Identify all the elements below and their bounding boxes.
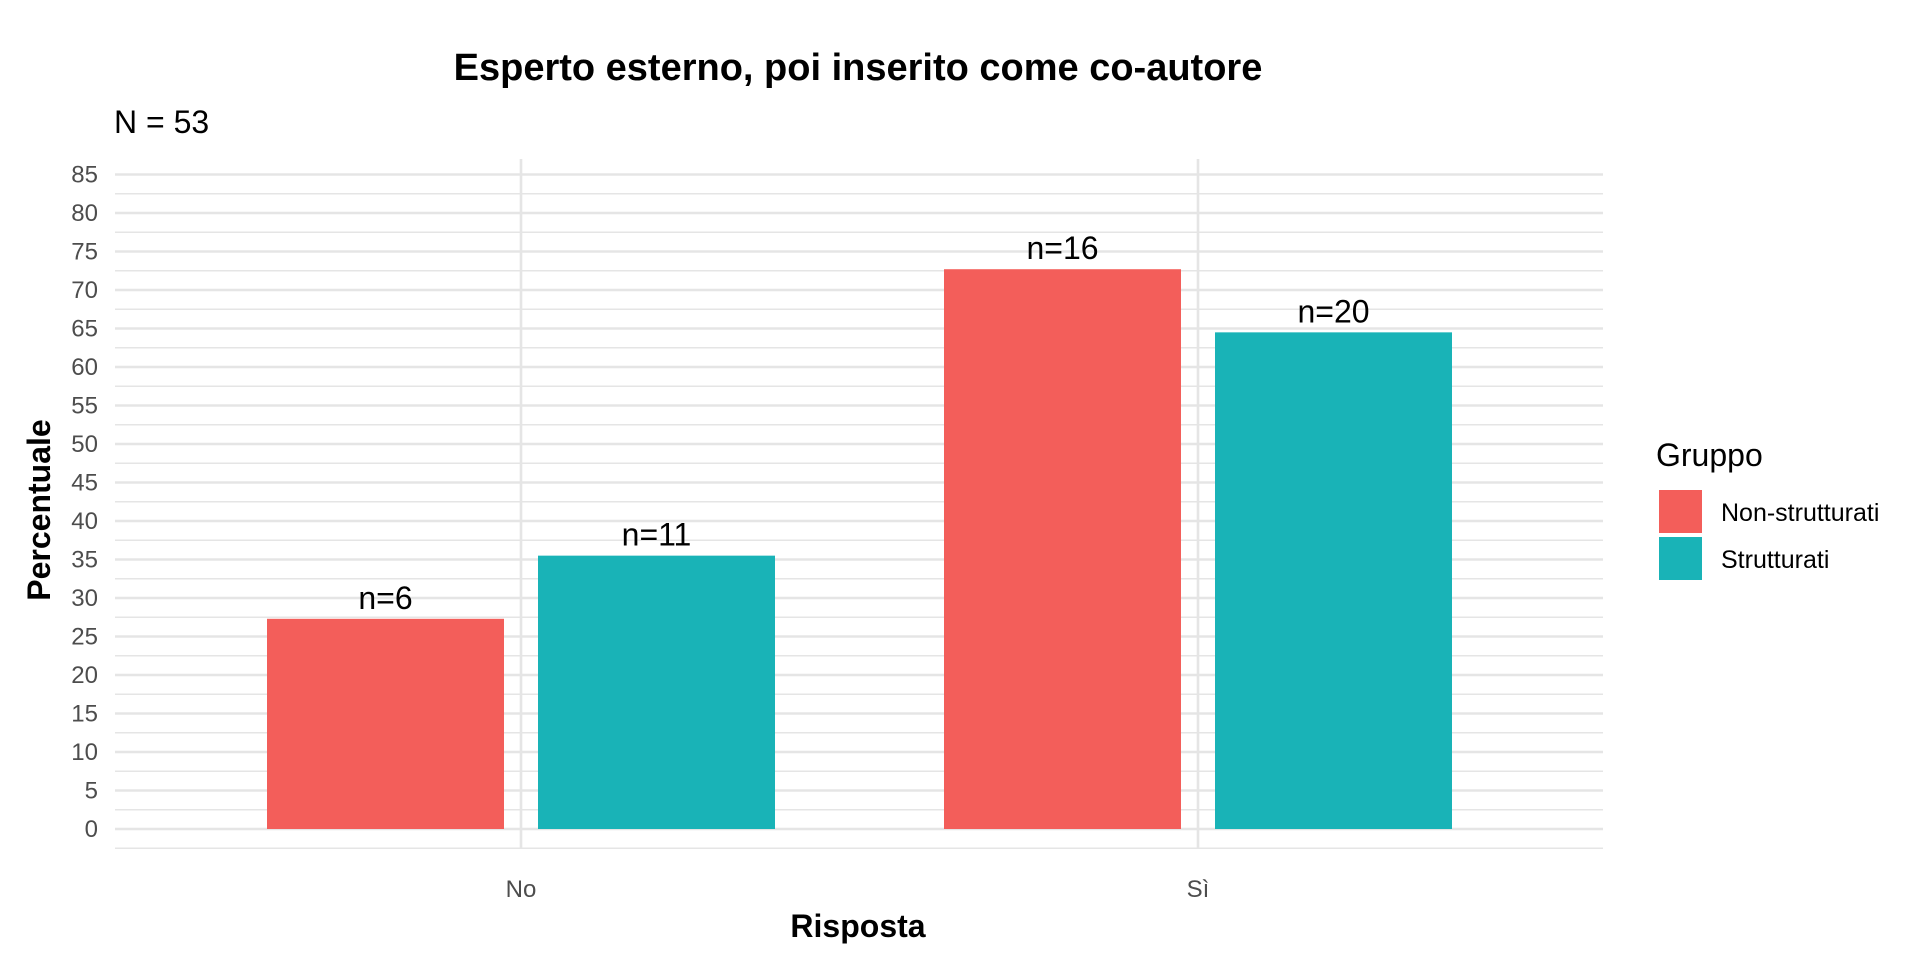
bar-labels: n=6 n=11 n=16 n=20 [358, 230, 1369, 616]
y-tick-label: 40 [71, 508, 98, 535]
y-tick-label: 60 [71, 354, 98, 381]
y-tick-label: 50 [71, 431, 98, 458]
y-tick-label: 70 [71, 277, 98, 304]
legend-items: Non-strutturati Strutturati [1659, 490, 1879, 580]
bar-data-label: n=16 [1026, 230, 1098, 266]
y-tick-label: 55 [71, 393, 98, 420]
y-tick-label: 30 [71, 585, 98, 612]
y-tick-label: 80 [71, 200, 98, 227]
legend-title: Gruppo [1656, 437, 1763, 473]
bar-data-label: n=11 [622, 517, 692, 553]
bar [944, 269, 1181, 830]
chart-subtitle: N = 53 [114, 104, 209, 140]
legend: Gruppo Non-strutturati Strutturati [1656, 437, 1879, 580]
y-tick-label: 0 [85, 816, 98, 843]
y-tick-label: 85 [71, 162, 98, 189]
x-tick-label: No [506, 876, 537, 903]
legend-label: Non-strutturati [1721, 499, 1879, 527]
y-tick-label: 25 [71, 624, 98, 651]
bar-data-label: n=6 [358, 580, 412, 616]
y-tick-label: 75 [71, 239, 98, 266]
bars [267, 269, 1452, 830]
bar-data-label: n=20 [1297, 293, 1369, 329]
y-tick-label: 20 [71, 662, 98, 689]
y-axis-ticks: 0 5 10 15 20 25 30 35 40 45 50 55 60 65 70 75 80 85 [71, 162, 98, 844]
y-tick-label: 10 [71, 739, 98, 766]
bar [538, 555, 775, 829]
y-tick-label: 5 [85, 778, 98, 805]
bar [1215, 332, 1452, 829]
bar [267, 618, 504, 829]
y-tick-label: 15 [71, 701, 98, 728]
legend-swatch [1659, 490, 1702, 533]
chart-title: Esperto esterno, poi inserito come co-au… [454, 47, 1263, 89]
y-tick-label: 45 [71, 470, 98, 497]
x-axis-ticks: No Sì [506, 876, 1210, 903]
y-axis-label: Percentuale [21, 419, 57, 600]
y-tick-label: 65 [71, 316, 98, 343]
x-tick-label: Sì [1187, 876, 1210, 903]
y-tick-label: 35 [71, 547, 98, 574]
legend-label: Strutturati [1721, 546, 1829, 574]
legend-swatch [1659, 537, 1702, 580]
x-axis-label: Risposta [790, 908, 925, 944]
